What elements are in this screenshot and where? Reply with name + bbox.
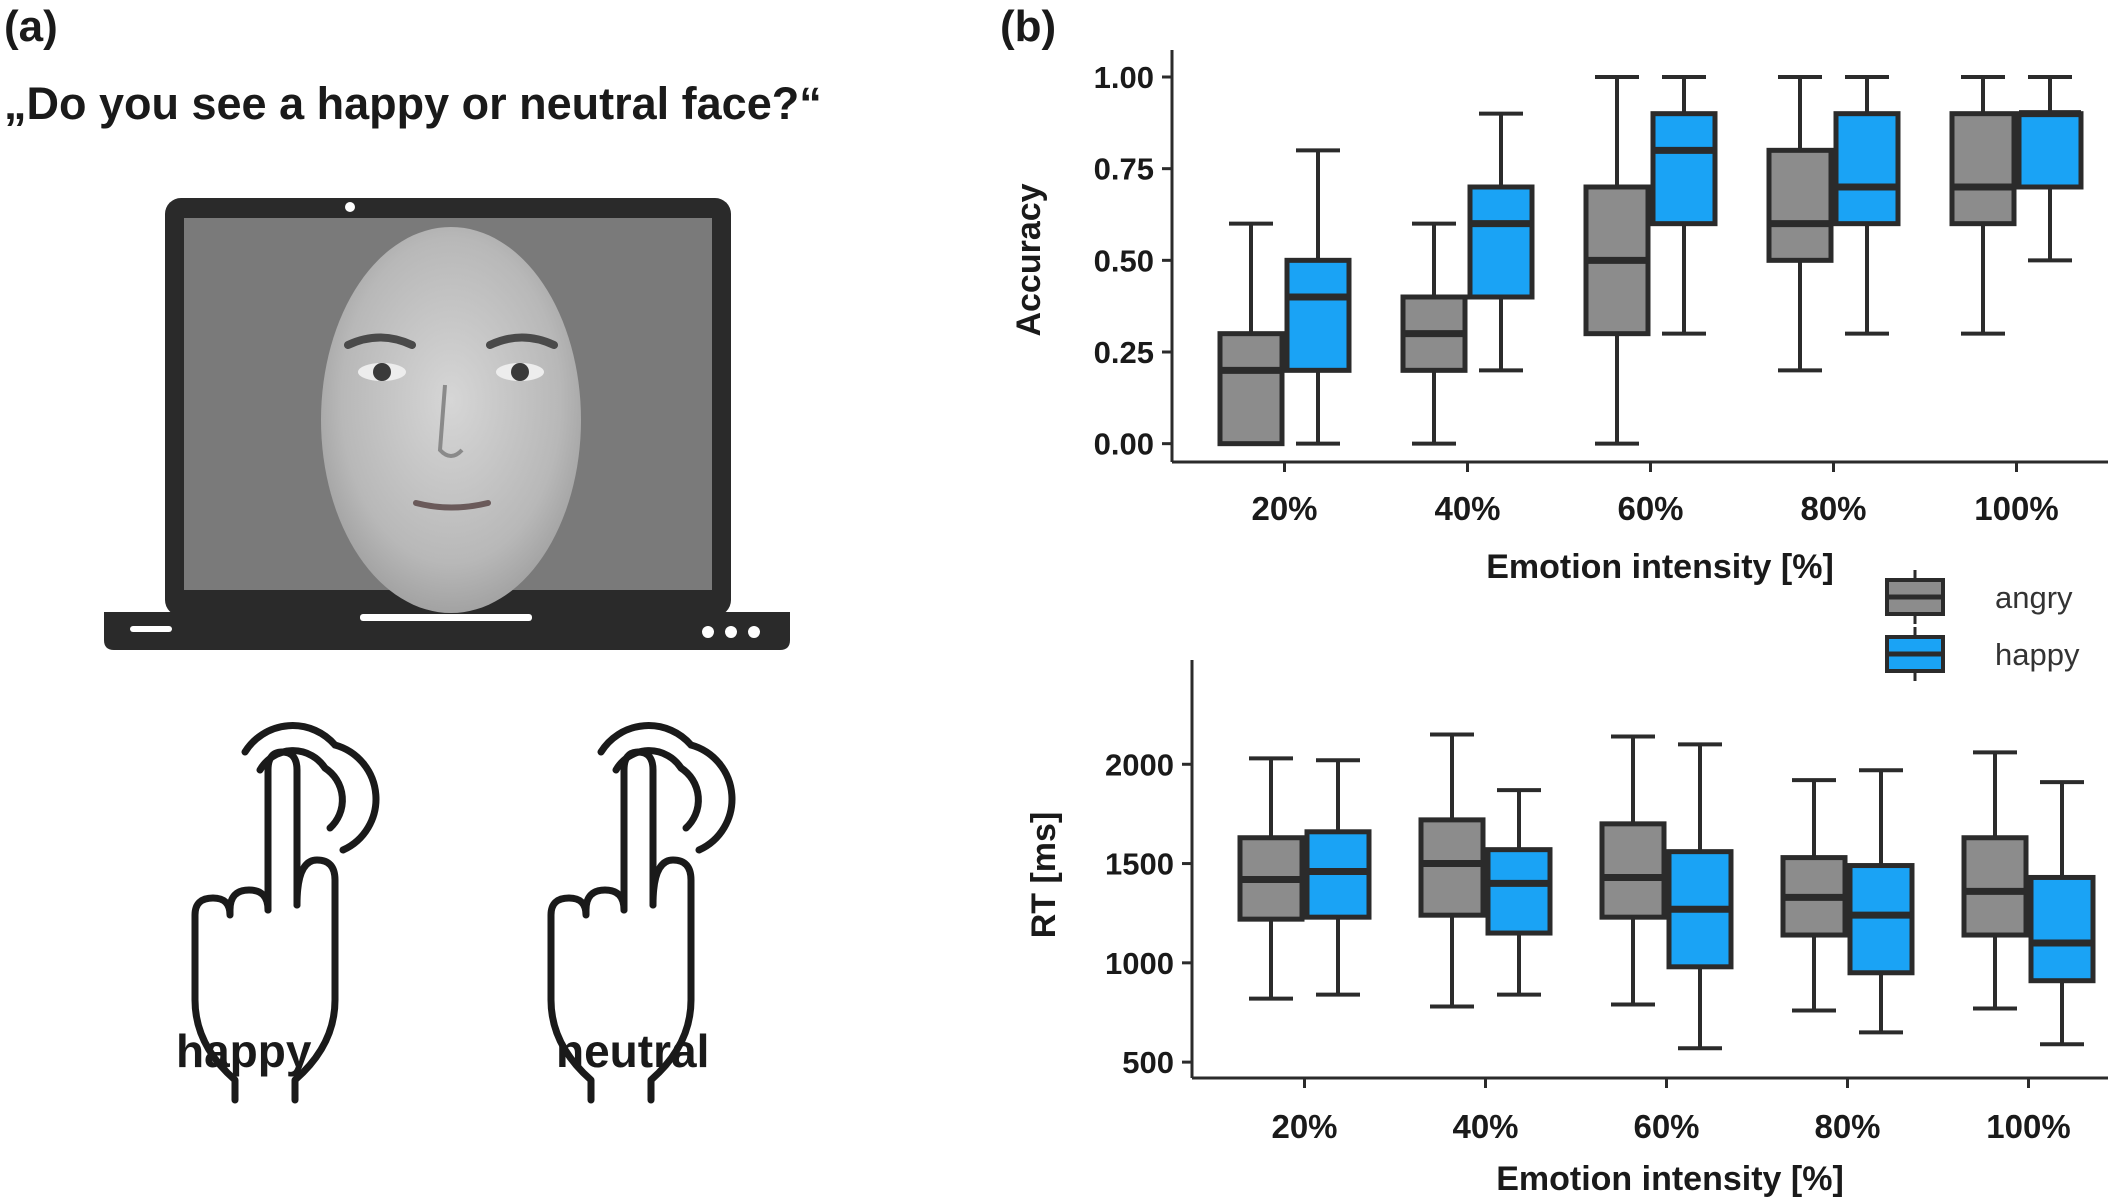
box-iqr — [1467, 184, 1535, 300]
y-tick-label: 2000 — [1105, 747, 1174, 782]
laptop-base — [104, 612, 790, 650]
tap-hand-icon — [191, 722, 380, 1104]
tap-hand-icon — [547, 722, 736, 1104]
box-happy-100% — [2016, 75, 2084, 263]
neutral-response-label: neutral — [556, 1025, 710, 1077]
box-angry-20% — [1237, 756, 1305, 1001]
legend-label-happy: happy — [1995, 637, 2080, 672]
box-iqr — [1418, 817, 1486, 918]
box-iqr — [1961, 835, 2029, 938]
box-iqr — [1847, 863, 1915, 976]
box-angry-100% — [1949, 75, 2017, 336]
box-iqr — [2016, 111, 2084, 190]
face-stimulus — [321, 227, 581, 613]
box-iqr — [1650, 111, 1718, 227]
box-happy-80% — [1847, 768, 1915, 1035]
x-tick-label: 80% — [1800, 490, 1866, 527]
camera-icon — [345, 202, 355, 212]
y-tick-label: 1000 — [1105, 946, 1174, 981]
box-angry-100% — [1961, 750, 2029, 1011]
box-angry-40% — [1400, 221, 1468, 446]
box-iqr — [1599, 821, 1667, 920]
box-iqr — [1949, 111, 2017, 227]
box-iqr — [1485, 847, 1553, 936]
box-angry-40% — [1418, 732, 1486, 1009]
x-tick-label: 40% — [1452, 1108, 1518, 1145]
y-axis-label: RT [ms] — [1025, 812, 1063, 939]
y-tick-label: 0.75 — [1094, 152, 1154, 187]
y-tick-label: 1.00 — [1094, 60, 1154, 95]
box-angry-60% — [1599, 734, 1667, 1007]
box-happy-20% — [1304, 758, 1372, 997]
box-happy-40% — [1485, 788, 1553, 997]
x-tick-label: 100% — [1986, 1108, 2070, 1145]
y-tick-label: 0.50 — [1094, 243, 1154, 278]
x-axis-label: Emotion intensity [%] — [1486, 548, 1834, 586]
box-angry-20% — [1217, 221, 1285, 447]
question-text: „Do you see a happy or neutral face?“ — [4, 78, 822, 129]
y-axis-label: Accuracy — [1010, 183, 1048, 336]
x-tick-label: 20% — [1251, 490, 1317, 527]
box-iqr — [1284, 257, 1352, 373]
panel-a-label: (a) — [4, 2, 58, 51]
box-happy-20% — [1284, 148, 1352, 446]
x-tick-label: 60% — [1617, 490, 1683, 527]
box-happy-40% — [1467, 111, 1535, 373]
box-happy-60% — [1650, 75, 1718, 336]
box-iqr — [1766, 147, 1834, 263]
box-angry-80% — [1766, 75, 1834, 373]
y-tick-label: 1500 — [1105, 847, 1174, 882]
x-axis-label: Emotion intensity [%] — [1496, 1160, 1844, 1198]
box-happy-60% — [1666, 742, 1734, 1051]
y-tick-label: 500 — [1122, 1045, 1174, 1080]
box-happy-100% — [2028, 780, 2096, 1047]
chart-2: 500 1000 1500 2000 RT [ms] 20% 40% 60% 80% 100% Em… — [1025, 660, 2108, 1198]
x-tick-label: 100% — [1974, 490, 2058, 527]
x-tick-label: 20% — [1271, 1108, 1337, 1145]
legend-label-angry: angry — [1995, 580, 2073, 615]
panel-b-label: (b) — [1000, 2, 1057, 51]
box-angry-60% — [1583, 75, 1651, 446]
y-tick-label: 0.00 — [1094, 427, 1154, 462]
y-tick-label: 0.25 — [1094, 335, 1154, 370]
laptop-illustration — [104, 198, 790, 1104]
box-iqr — [2028, 874, 2096, 984]
happy-response-label: happy — [176, 1025, 312, 1077]
chart-1: 0.00 0.25 0.50 0.75 1.00 Accuracy 20% 40% 60% 80%… — [1010, 50, 2108, 681]
legend: angry happy — [1885, 570, 2080, 681]
x-tick-label: 40% — [1434, 490, 1500, 527]
x-tick-label: 80% — [1814, 1108, 1880, 1145]
box-angry-80% — [1780, 778, 1848, 1013]
x-tick-label: 60% — [1633, 1108, 1699, 1145]
box-iqr — [1217, 331, 1285, 447]
box-happy-80% — [1833, 75, 1901, 336]
box-iqr — [1833, 111, 1901, 227]
